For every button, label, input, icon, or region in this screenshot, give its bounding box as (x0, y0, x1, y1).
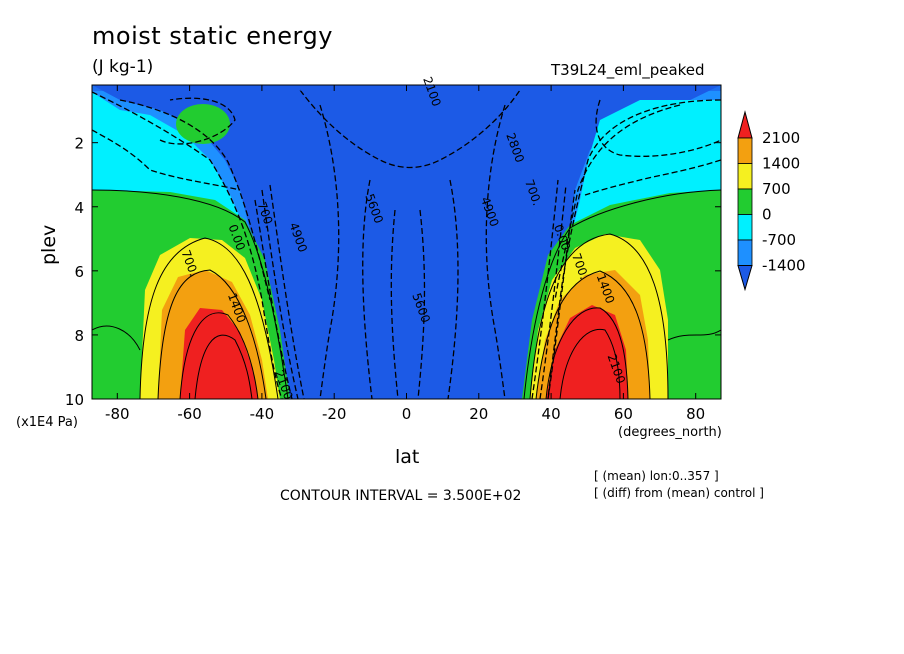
chart-units: (J kg-1) (92, 57, 154, 77)
colorbar-top-arrow (737, 110, 753, 139)
dashed-contours (92, 89, 721, 399)
colorbar-level-label: 700 (762, 180, 791, 198)
colorbar-level-label: -700 (762, 231, 796, 249)
colorbar-segment (737, 137, 753, 164)
contour-interval: CONTOUR INTERVAL = 3.500E+02 (280, 488, 522, 504)
colorbar-segment (737, 239, 753, 266)
x-tick-label: 0 (402, 405, 412, 423)
x-tick-label: 80 (686, 405, 705, 423)
x-tick-label: 20 (469, 405, 488, 423)
y-unit-note: (x1E4 Pa) (16, 415, 78, 430)
x-tick-label: -20 (322, 405, 347, 423)
colorbar-segment (737, 188, 753, 215)
colorbar-bottom-arrow (737, 265, 753, 292)
colorbar-level-label: 2100 (762, 129, 800, 147)
colorbar-level-label: -1400 (762, 257, 806, 275)
x-tick-label: 60 (614, 405, 633, 423)
y-tick-label: 6 (74, 263, 84, 281)
x-axis-label: lat (395, 446, 420, 468)
note-diff: [ (diff) from (mean) control ] (594, 486, 764, 500)
y-axis-label: plev (38, 224, 60, 265)
colorbar-segment (737, 214, 753, 241)
x-tick-label: -40 (250, 405, 275, 423)
colorbar-level-label: 0 (762, 206, 772, 224)
note-mean-lon: [ (mean) lon:0..357 ] (594, 469, 719, 483)
colorbar-level-label: 1400 (762, 155, 800, 173)
x-tick-label: -80 (105, 405, 130, 423)
y-tick-label: 4 (74, 199, 84, 217)
x-tick-label: -60 (177, 405, 202, 423)
green-blob (176, 104, 230, 144)
chart-title: moist static energy (92, 22, 333, 50)
x-axis-ticks: -80 -60 -40 -20 0 20 40 60 80 (105, 85, 705, 423)
y-tick-label: 2 (74, 135, 84, 153)
y-axis-ticks: 2 4 6 8 10 (65, 135, 721, 409)
y-tick-label: 10 (65, 391, 84, 409)
y-tick-label: 8 (74, 327, 84, 345)
x-tick-label: 40 (542, 405, 561, 423)
run-name: T39L24_eml_peaked (551, 61, 705, 79)
x-unit-note: (degrees_north) (618, 425, 722, 440)
colorbar: 2100 1400 700 0 -700 -1400 (737, 110, 806, 292)
colorbar-segment (737, 163, 753, 190)
